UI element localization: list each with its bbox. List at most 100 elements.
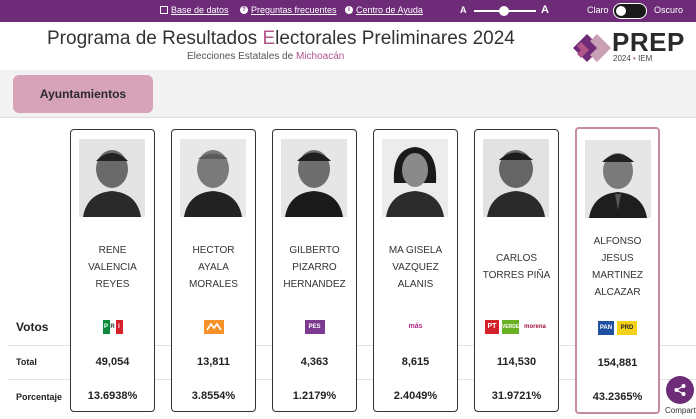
share-button[interactable] xyxy=(666,376,694,404)
prep-logo-icon xyxy=(573,34,611,62)
dark-mode-label: Oscuro xyxy=(654,5,684,15)
logo-year: 2024 xyxy=(613,54,631,63)
name-line: ALFONSO xyxy=(593,236,642,247)
candidate-total: 49,054 xyxy=(95,356,130,368)
candidate-total: 13,811 xyxy=(196,356,231,368)
name-line: MARTINEZ xyxy=(592,270,643,281)
theme-toggle[interactable] xyxy=(613,3,647,19)
name-line: VAZQUEZ xyxy=(392,262,439,273)
candidate-photo xyxy=(483,139,549,217)
database-link-label: Base de datos xyxy=(171,5,229,15)
page-title: Programa de Resultados Electorales Preli… xyxy=(47,28,515,50)
font-size-large-label: A xyxy=(541,4,549,16)
candidate-name: GILBERTO PIZARRO HERNANDEZ xyxy=(273,242,356,293)
name-line: MORALES xyxy=(189,279,238,290)
font-size-small-label: A xyxy=(460,5,467,15)
candidate-photo xyxy=(79,139,145,217)
share-label: Compartir xyxy=(665,406,696,415)
pvem-logo-icon: VERDE xyxy=(502,320,519,334)
votes-row-label: Votos xyxy=(16,320,49,334)
candidate-total: 154,881 xyxy=(597,357,638,369)
help-center-link[interactable]: i Centro de Ayuda xyxy=(345,5,423,15)
candidate-photo xyxy=(585,140,651,218)
name-line: HERNANDEZ xyxy=(283,279,346,290)
prep-logo-text: PREP xyxy=(612,27,685,57)
page-subtitle: Elecciones Estatales de Michoacán xyxy=(187,51,344,62)
database-icon xyxy=(160,6,168,14)
question-icon: ? xyxy=(240,6,248,14)
total-row-label: Total xyxy=(16,357,37,367)
morena-logo-icon: morena xyxy=(522,320,548,334)
name-line: MA GISELA xyxy=(388,245,443,256)
percent-row-label: Porcentaje xyxy=(16,392,63,402)
candidate-percent: 43.2365% xyxy=(592,391,643,403)
tab-ayuntamientos[interactable]: Ayuntamientos xyxy=(13,75,153,113)
pt-logo-icon: PT xyxy=(485,320,499,334)
candidate-card[interactable]: CARLOS TORRES PIÑA PT VERDE morena 114,53… xyxy=(474,129,559,412)
party-logo: más xyxy=(374,318,457,336)
candidate-photo xyxy=(180,139,246,217)
candidate-percent: 2.4049% xyxy=(393,390,438,402)
pri-letter: P xyxy=(102,320,110,334)
name-line: AYALA xyxy=(198,262,229,273)
party-logo: PAN PRD xyxy=(577,319,658,337)
candidate-percent: 3.8554% xyxy=(191,390,236,402)
candidate-card[interactable]: GILBERTO PIZARRO HERNANDEZ PES 4,363 1.217… xyxy=(272,129,357,412)
candidate-card-winner[interactable]: ALFONSO JESUS MARTINEZ ALCAZAR PAN PRD 154,… xyxy=(575,127,660,414)
prep-logo-subtext: 2024 • IEM xyxy=(613,54,653,63)
candidate-total: 4,363 xyxy=(300,356,329,368)
name-line: CARLOS xyxy=(495,253,538,264)
subtitle-state: Michoacán xyxy=(295,51,345,62)
font-size-slider-handle[interactable] xyxy=(499,6,509,16)
pri-letter: I xyxy=(115,320,123,334)
title-highlight: E xyxy=(262,28,276,49)
candidate-total: 8,615 xyxy=(401,356,430,368)
pan-logo-icon: PAN xyxy=(598,321,614,335)
mc-logo-icon xyxy=(203,320,224,334)
theme-toggle-knob xyxy=(616,6,626,16)
faq-link[interactable]: ? Preguntas frecuentes xyxy=(240,5,337,15)
name-line: PIZARRO xyxy=(292,262,337,273)
party-logo xyxy=(172,318,255,336)
name-line: ALANIS xyxy=(397,279,434,290)
logo-org: IEM xyxy=(638,54,653,63)
subtitle-prefix: Elecciones Estatales de xyxy=(187,51,296,62)
light-mode-label: Claro xyxy=(587,5,609,15)
name-line: TORRES PIÑA xyxy=(482,270,551,281)
database-link[interactable]: Base de datos xyxy=(160,5,229,15)
candidate-name: HECTOR AYALA MORALES xyxy=(172,242,255,293)
candidate-total: 114,530 xyxy=(496,356,537,368)
candidate-name: RENE VALENCIA REYES xyxy=(71,242,154,293)
share-icon xyxy=(674,384,686,396)
top-bar: Base de datos ? Preguntas frecuentes i Cen… xyxy=(0,0,696,22)
candidate-card[interactable]: HECTOR AYALA MORALES 13,811 3.8554% xyxy=(171,129,256,412)
help-center-link-label: Centro de Ayuda xyxy=(356,5,423,15)
name-line: GILBERTO xyxy=(289,245,340,256)
candidate-percent: 1.2179% xyxy=(292,390,337,402)
name-line: JESUS xyxy=(601,253,634,264)
candidate-name: MA GISELA VAZQUEZ ALANIS xyxy=(374,242,457,293)
candidate-photo xyxy=(281,139,347,217)
info-icon: i xyxy=(345,6,353,14)
name-line: HECTOR xyxy=(192,245,235,256)
candidate-card[interactable]: MA GISELA VAZQUEZ ALANIS más 8,615 2.4049% xyxy=(373,129,458,412)
candidate-photo xyxy=(382,139,448,217)
pes-logo-icon: PES xyxy=(304,320,325,334)
title-part1: Programa de Resultados xyxy=(47,28,263,49)
party-logo: PES xyxy=(273,318,356,336)
candidate-name: ALFONSO JESUS MARTINEZ ALCAZAR xyxy=(577,233,658,301)
name-line: REYES xyxy=(95,279,130,290)
name-line: ALCAZAR xyxy=(594,287,641,298)
faq-link-label: Preguntas frecuentes xyxy=(251,5,337,15)
pri-letter: R xyxy=(109,320,116,334)
candidate-percent: 31.9721% xyxy=(491,390,542,402)
candidate-percent: 13.6938% xyxy=(87,390,138,402)
party-logo: PT VERDE morena xyxy=(475,318,558,336)
name-line: RENE xyxy=(98,245,127,256)
candidate-name: CARLOS TORRES PIÑA xyxy=(475,250,558,284)
prd-logo-icon: PRD xyxy=(617,321,637,335)
title-part2: lectorales Preliminares 2024 xyxy=(275,28,515,49)
